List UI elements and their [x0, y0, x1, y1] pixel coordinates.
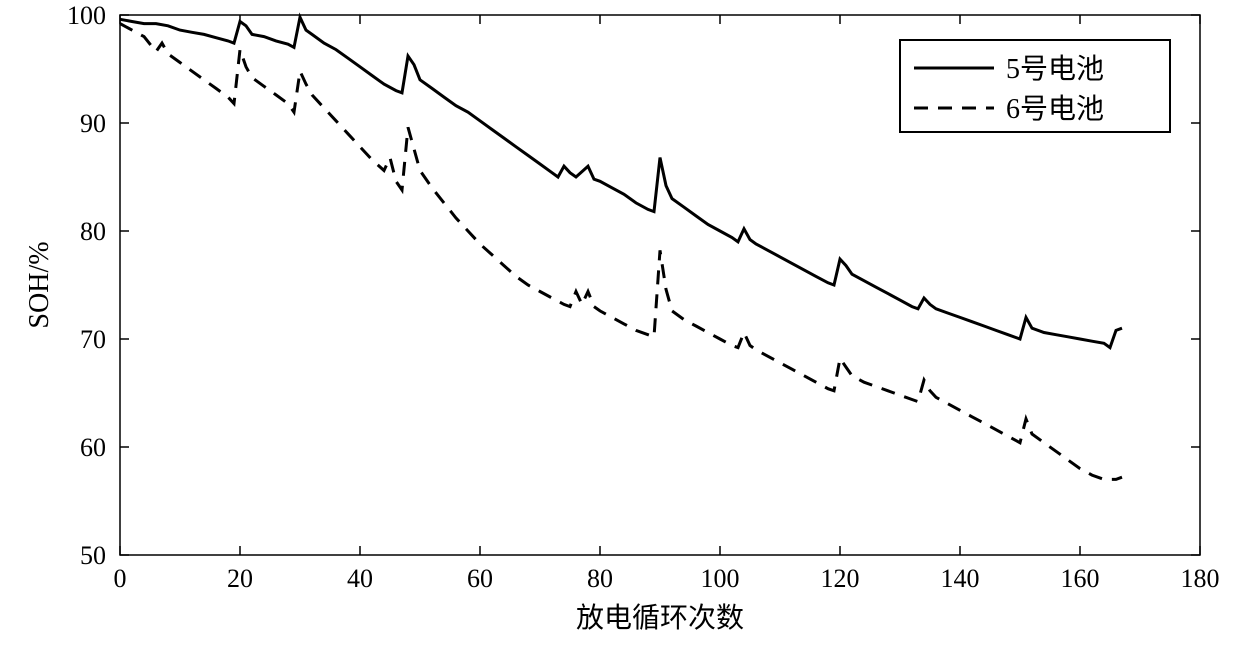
legend-label-1: 6号电池	[1006, 93, 1104, 125]
x-axis-label: 放电循环次数	[576, 602, 744, 634]
x-tick-label: 40	[347, 564, 373, 593]
y-tick-label: 70	[80, 325, 106, 354]
y-tick-label: 60	[80, 433, 106, 462]
line-chart: 0 20 40 60 80 100 120 140 160 180 50 60 70 80 90 100 放电循…	[0, 0, 1240, 670]
x-tick-label: 20	[227, 564, 253, 593]
x-tick-label: 160	[1061, 564, 1100, 593]
y-tick-label: 50	[80, 541, 106, 570]
x-tick-label: 140	[941, 564, 980, 593]
x-tick-label: 120	[821, 564, 860, 593]
y-tick-label: 100	[67, 1, 106, 30]
y-axis-label: SOH/%	[24, 241, 55, 328]
chart-container: 0 20 40 60 80 100 120 140 160 180 50 60 70 80 90 100 放电循…	[0, 0, 1240, 670]
x-tick-label: 0	[114, 564, 127, 593]
x-tick-label: 80	[587, 564, 613, 593]
x-tick-label: 60	[467, 564, 493, 593]
y-tick-label: 80	[80, 217, 106, 246]
legend-label-0: 5号电池	[1006, 53, 1104, 85]
y-tick-label: 90	[80, 109, 106, 138]
x-tick-label: 180	[1181, 564, 1220, 593]
x-tick-label: 100	[701, 564, 740, 593]
